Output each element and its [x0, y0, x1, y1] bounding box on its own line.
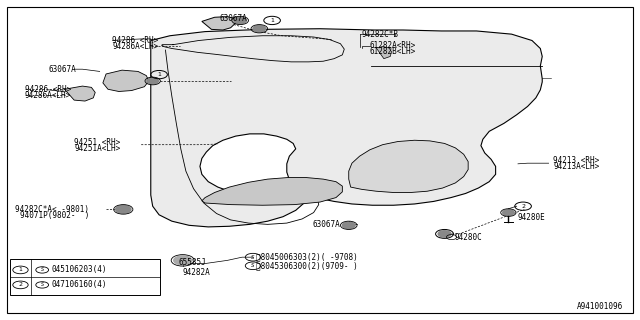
Text: 94213 <RH>: 94213 <RH>	[553, 156, 599, 165]
Bar	[10, 259, 161, 295]
Text: Ⓢ8045006303(2)( -9708): Ⓢ8045006303(2)( -9708)	[256, 253, 358, 262]
Text: 63067A: 63067A	[49, 65, 76, 74]
Text: 94071P(9802-  ): 94071P(9802- )	[20, 211, 89, 220]
Text: 94286A<LH>: 94286A<LH>	[25, 91, 71, 100]
Polygon shape	[202, 178, 342, 205]
Circle shape	[502, 210, 514, 215]
Circle shape	[438, 231, 451, 237]
Text: S: S	[41, 268, 44, 272]
Circle shape	[342, 222, 355, 228]
Text: 94286 <RH>: 94286 <RH>	[25, 85, 71, 94]
Text: 94251A<LH>: 94251A<LH>	[74, 144, 120, 153]
Text: A941001096: A941001096	[577, 302, 623, 311]
Circle shape	[173, 256, 191, 265]
Polygon shape	[151, 29, 542, 227]
Polygon shape	[202, 17, 236, 30]
Text: 65585J: 65585J	[178, 258, 206, 267]
Text: 94251 <RH>: 94251 <RH>	[74, 138, 120, 147]
Text: 1: 1	[157, 72, 161, 77]
Polygon shape	[376, 47, 392, 59]
Text: 94280C: 94280C	[454, 233, 482, 242]
Text: 94282C*A< -9801): 94282C*A< -9801)	[15, 205, 89, 214]
Text: S: S	[251, 255, 255, 260]
Text: 2: 2	[521, 204, 525, 209]
Polygon shape	[103, 70, 149, 92]
Text: 045106203(4): 045106203(4)	[52, 265, 108, 275]
Text: 94280E: 94280E	[518, 213, 546, 222]
Text: 2: 2	[19, 282, 22, 287]
Text: 63067A: 63067A	[220, 14, 248, 23]
Text: 94282C*B: 94282C*B	[362, 30, 399, 39]
Text: 94286A<LH>: 94286A<LH>	[113, 42, 159, 51]
Circle shape	[234, 17, 246, 24]
Text: Ⓢ8045306300(2)(9709- ): Ⓢ8045306300(2)(9709- )	[256, 261, 358, 270]
Text: 61282B<LH>: 61282B<LH>	[370, 47, 416, 56]
Text: 1: 1	[19, 268, 22, 272]
Text: S: S	[251, 263, 255, 268]
Circle shape	[147, 78, 159, 84]
Text: 047106160(4): 047106160(4)	[52, 280, 108, 289]
Text: 63067A: 63067A	[312, 220, 340, 229]
Circle shape	[116, 205, 131, 213]
Text: 94282A: 94282A	[182, 268, 211, 277]
Text: S: S	[41, 282, 44, 287]
Circle shape	[253, 26, 266, 32]
Polygon shape	[65, 86, 95, 101]
Text: 94286 <RH>: 94286 <RH>	[113, 36, 159, 45]
Text: 61282A<RH>: 61282A<RH>	[370, 41, 416, 51]
Polygon shape	[349, 140, 468, 193]
Text: 94213A<LH>: 94213A<LH>	[553, 162, 599, 171]
Text: 1: 1	[270, 18, 274, 23]
